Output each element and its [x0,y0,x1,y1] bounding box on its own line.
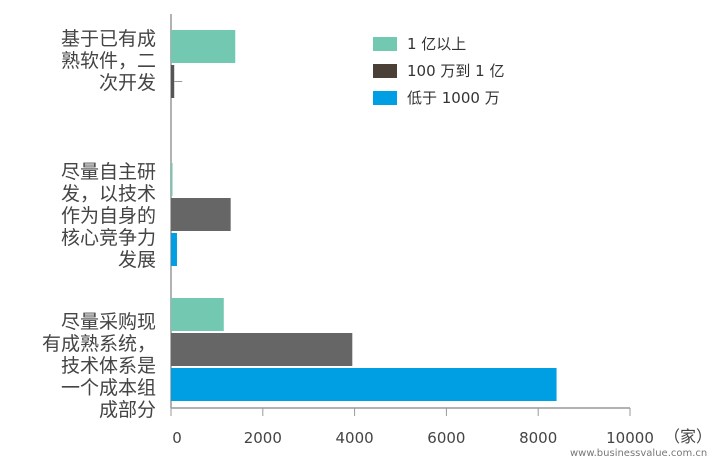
category-label-2-line-2: 技术体系是 [60,355,156,377]
legend-item-series-0: 1 亿以上 [373,30,504,57]
category-label-0-line-2: 次开发 [98,72,156,94]
x-tick-label-4: 8000 [519,429,557,447]
watermark: www.businessvalue.com.cn [570,448,708,459]
bar-cat2-series1 [171,333,353,366]
category-label-1-line-2: 作为自身的 [60,205,156,227]
legend-swatch-series-0 [373,36,397,51]
category-label-2-line-0: 尽量采购现 [60,311,156,333]
bar-cat2-series2 [171,368,557,401]
bar-cat1-series1 [171,198,231,231]
x-tick-label-0: 0 [172,429,182,447]
bar-cat0-series1 [171,65,175,98]
category-label-0-line-1: 熟软件，二 [60,50,156,72]
x-tick-label-5: 10000 [606,429,654,447]
x-tick-label-1: 2000 [244,429,282,447]
category-label-1-line-4: 发展 [117,249,156,271]
category-label-0: 基于已有成 熟软件，二 次开发 [6,28,156,94]
category-label-1-line-0: 尽量自主研 [60,161,156,183]
category-label-1: 尽量自主研 发，以技术 作为自身的 核心竞争力 发展 [6,161,156,271]
category-label-2-line-4: 成部分 [98,399,156,421]
legend-label-series-2: 低于 1000 万 [407,89,500,107]
category-label-2: 尽量采购现 有成熟系统， 技术体系是 一个成本组 成部分 [6,311,156,421]
bar-cat2-series0 [171,298,224,331]
bar-cat1-series2 [171,233,177,266]
x-axis-unit: （家） [664,427,713,446]
legend-item-series-2: 低于 1000 万 [373,84,504,111]
legend-label-series-0: 1 亿以上 [407,35,467,53]
category-label-2-line-3: 一个成本组 [60,377,156,399]
category-label-1-line-1: 发，以技术 [60,183,156,205]
legend-label-series-1: 100 万到 1 亿 [407,62,505,80]
legend-item-series-1: 100 万到 1 亿 [373,57,504,84]
x-tick-label-2: 4000 [336,429,374,447]
category-label-2-line-1: 有成熟系统， [41,333,156,355]
legend-swatch-series-1 [373,63,397,78]
category-label-0-line-0: 基于已有成 [60,28,156,50]
category-label-1-line-3: 核心竞争力 [60,227,156,249]
bar-cat1-series0 [171,163,173,196]
bar-cat0-series0 [171,30,236,63]
legend: 1 亿以上 100 万到 1 亿 低于 1000 万 [373,30,504,111]
x-tick-label-3: 6000 [427,429,465,447]
legend-swatch-series-2 [373,90,397,105]
